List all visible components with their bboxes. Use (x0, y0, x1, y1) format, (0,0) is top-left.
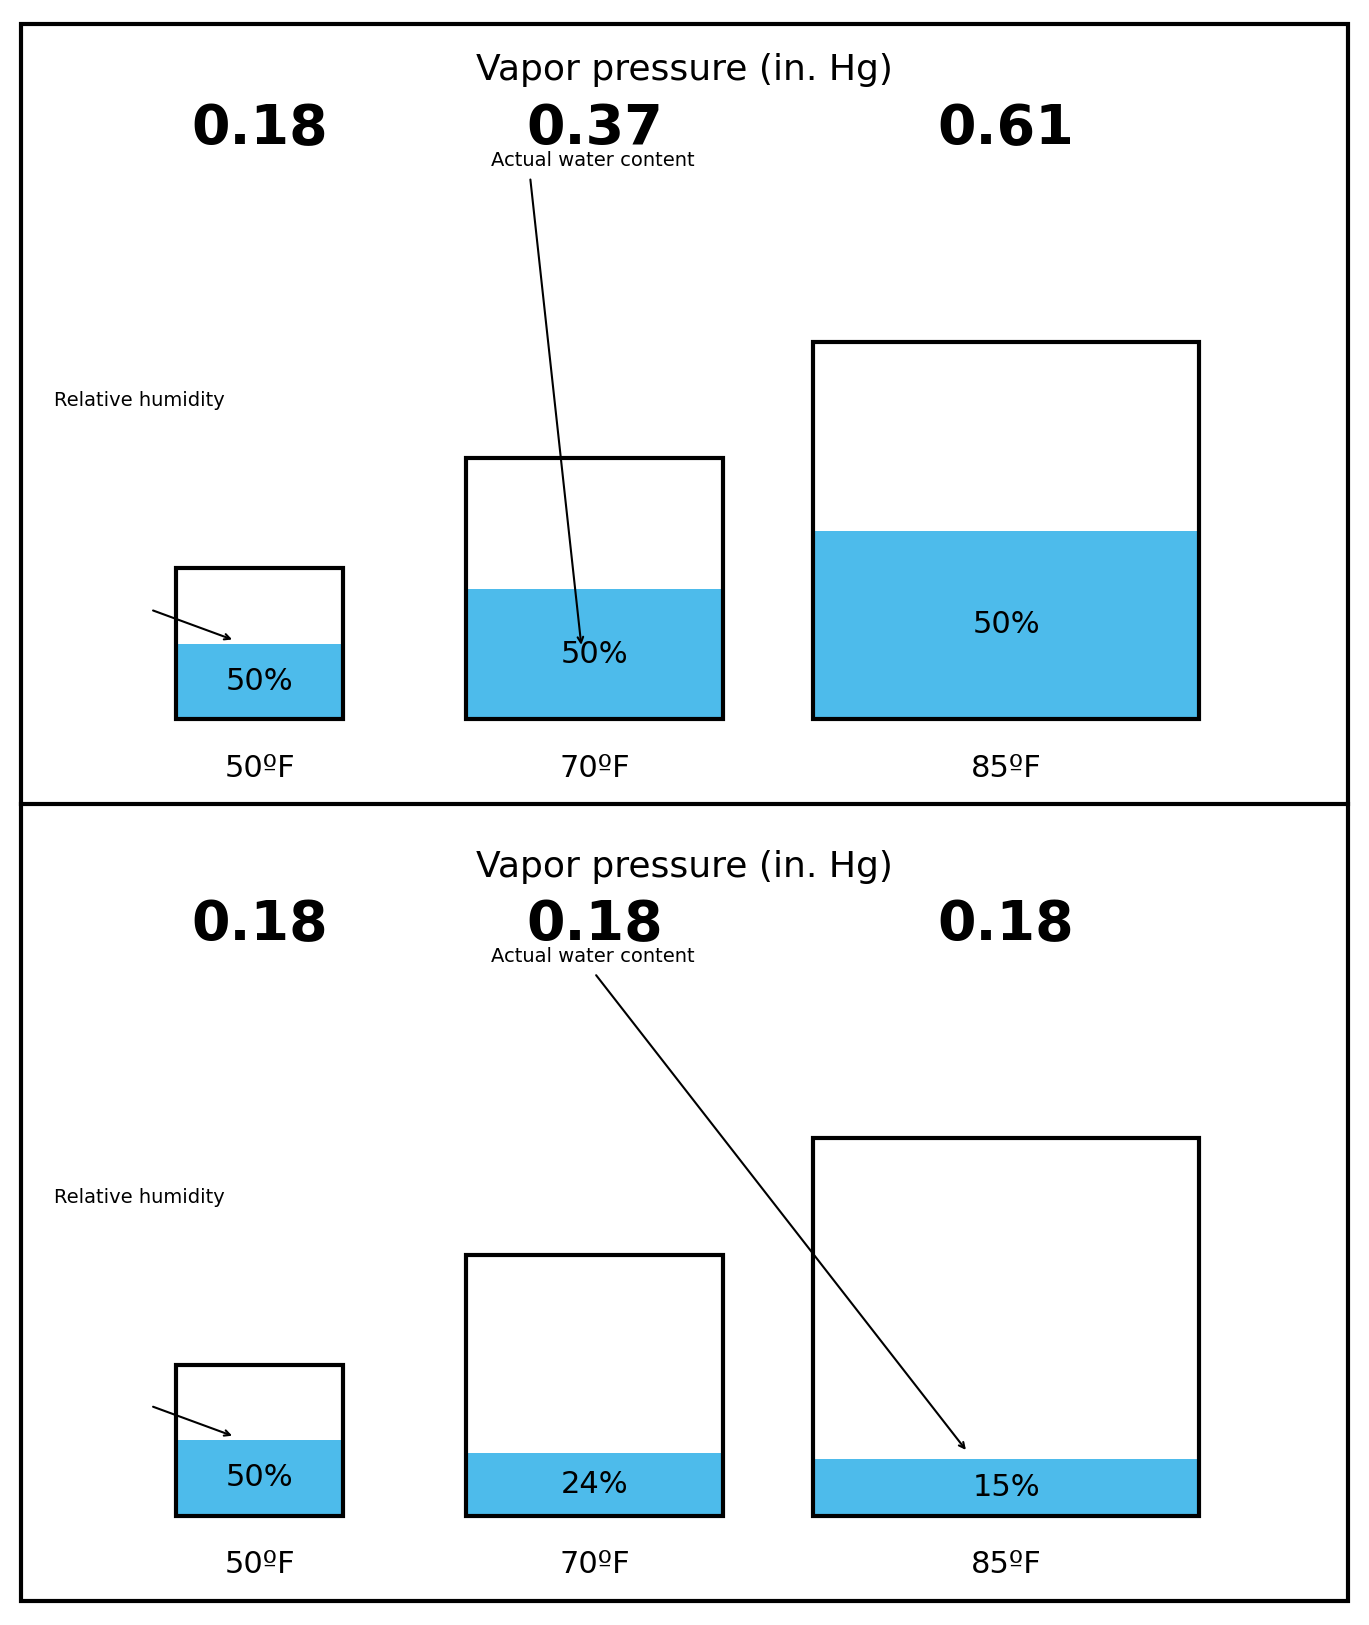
Bar (813, 1138, 1199, 1516)
Text: 0.37: 0.37 (526, 102, 663, 156)
Bar (177, 569, 344, 720)
Bar (465, 1453, 723, 1516)
Text: 50%: 50% (226, 1464, 293, 1492)
Text: 24%: 24% (561, 1471, 628, 1498)
Text: 0.18: 0.18 (192, 102, 329, 156)
Text: 85ºF: 85ºF (971, 754, 1042, 783)
Text: 85ºF: 85ºF (971, 1550, 1042, 1580)
Text: Vapor pressure (in. Hg): Vapor pressure (in. Hg) (476, 54, 893, 88)
Text: 70ºF: 70ºF (559, 1550, 630, 1580)
Text: Actual water content: Actual water content (491, 151, 695, 171)
Bar (465, 1254, 723, 1516)
Bar (813, 1459, 1199, 1516)
Text: Relative humidity: Relative humidity (53, 1188, 225, 1206)
Text: 0.18: 0.18 (938, 899, 1075, 952)
Bar (177, 644, 344, 720)
Bar (177, 1440, 344, 1516)
Text: Actual water content: Actual water content (491, 947, 695, 967)
Bar (813, 341, 1199, 720)
Text: 50ºF: 50ºF (225, 1550, 296, 1580)
Text: Relative humidity: Relative humidity (53, 392, 225, 410)
Bar (813, 530, 1199, 720)
Text: Vapor pressure (in. Hg): Vapor pressure (in. Hg) (476, 850, 893, 884)
Text: 0.18: 0.18 (192, 899, 329, 952)
Text: 50%: 50% (561, 640, 628, 668)
Bar (177, 1365, 344, 1516)
Text: 50%: 50% (226, 668, 293, 696)
Bar (465, 458, 723, 720)
Bar (465, 588, 723, 720)
Text: 0.18: 0.18 (526, 899, 663, 952)
Text: 50ºF: 50ºF (225, 754, 296, 783)
Text: 50%: 50% (972, 611, 1040, 640)
Text: 15%: 15% (972, 1472, 1040, 1502)
Text: 70ºF: 70ºF (559, 754, 630, 783)
Text: 0.61: 0.61 (938, 102, 1075, 156)
